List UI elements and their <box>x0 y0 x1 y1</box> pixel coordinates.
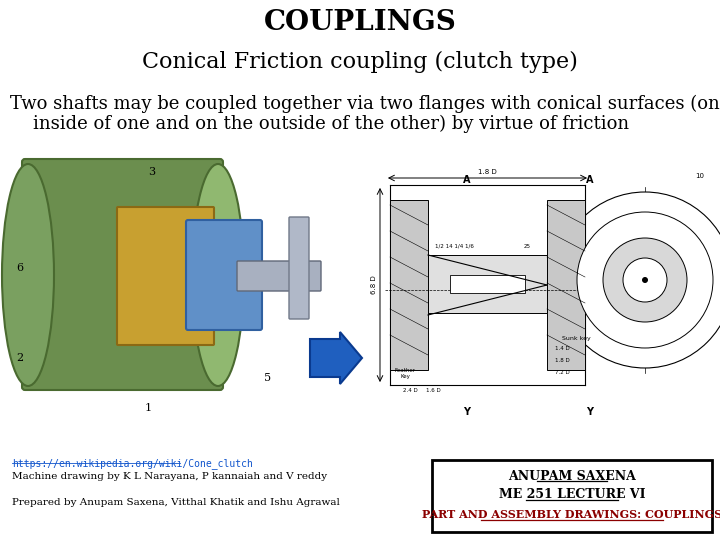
Text: 10: 10 <box>696 173 704 179</box>
Text: 5: 5 <box>264 373 271 383</box>
FancyBboxPatch shape <box>186 220 262 330</box>
Text: 1.8 D: 1.8 D <box>477 169 496 175</box>
Text: 1/2 14 1/4 1/6: 1/2 14 1/4 1/6 <box>435 244 474 249</box>
Text: 6.8 D: 6.8 D <box>371 275 377 294</box>
Bar <box>450 275 525 293</box>
Text: inside of one and on the outside of the other) by virtue of friction: inside of one and on the outside of the … <box>10 115 629 133</box>
Text: https://en.wikipedia.org/wiki/Cone_clutch: https://en.wikipedia.org/wiki/Cone_clutc… <box>12 458 253 469</box>
Text: 1: 1 <box>145 403 152 413</box>
Text: Feather
Key: Feather Key <box>395 368 415 379</box>
Circle shape <box>557 192 720 368</box>
Bar <box>390 200 428 370</box>
Text: Prepared by Anupam Saxena, Vitthal Khatik and Ishu Agrawal: Prepared by Anupam Saxena, Vitthal Khati… <box>12 498 340 507</box>
FancyBboxPatch shape <box>237 261 321 291</box>
Circle shape <box>577 212 713 348</box>
Text: ANUPAM SAXENA: ANUPAM SAXENA <box>508 469 636 483</box>
FancyBboxPatch shape <box>117 207 214 345</box>
FancyBboxPatch shape <box>22 159 223 390</box>
FancyBboxPatch shape <box>289 217 309 319</box>
Ellipse shape <box>192 164 244 386</box>
Text: 3: 3 <box>148 167 156 177</box>
Text: 6: 6 <box>17 263 24 273</box>
Bar <box>375 170 600 400</box>
Text: 2.4 D: 2.4 D <box>402 388 418 393</box>
Text: Sunk key: Sunk key <box>562 336 590 341</box>
Bar <box>547 200 585 370</box>
Text: 1.6 D: 1.6 D <box>426 388 441 393</box>
Text: 2: 2 <box>17 353 24 363</box>
Text: Two shafts may be coupled together via two flanges with conical surfaces (on the: Two shafts may be coupled together via t… <box>10 95 720 113</box>
Text: 1.4 D: 1.4 D <box>554 346 570 351</box>
Text: Conical Friction coupling (clutch type): Conical Friction coupling (clutch type) <box>142 51 578 73</box>
Text: 7.2 D: 7.2 D <box>554 370 570 375</box>
Ellipse shape <box>2 164 54 386</box>
Text: A: A <box>463 175 471 185</box>
Text: A: A <box>586 175 594 185</box>
Text: COUPLINGS: COUPLINGS <box>264 9 456 36</box>
Text: 25: 25 <box>523 244 531 249</box>
Text: 1.8 D: 1.8 D <box>554 358 570 363</box>
Bar <box>428 255 547 313</box>
Text: Y: Y <box>587 407 593 417</box>
Bar <box>432 460 712 532</box>
Text: PART AND ASSEMBLY DRAWINGS: COUPLINGS: PART AND ASSEMBLY DRAWINGS: COUPLINGS <box>422 510 720 521</box>
Circle shape <box>642 277 648 283</box>
Text: ME 251 LECTURE VI: ME 251 LECTURE VI <box>499 489 645 502</box>
Text: Machine drawing by K L Narayana, P kannaiah and V reddy: Machine drawing by K L Narayana, P kanna… <box>12 472 327 481</box>
Circle shape <box>623 258 667 302</box>
Circle shape <box>603 238 687 322</box>
Text: Y: Y <box>464 407 470 417</box>
Text: 4: 4 <box>235 223 242 233</box>
FancyArrow shape <box>310 332 362 384</box>
